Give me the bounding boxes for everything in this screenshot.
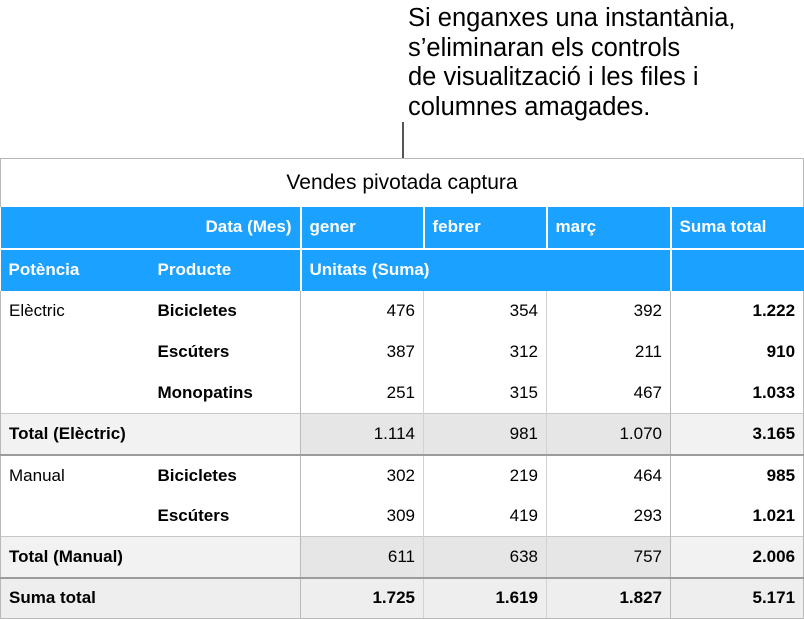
value-cell: 476 bbox=[300, 290, 424, 332]
grand-total-header[interactable]: Suma total bbox=[669, 206, 804, 249]
grand-total-value-cell: 1.619 bbox=[423, 577, 547, 619]
callout-text: Si enganxes una instantània, s’eliminara… bbox=[408, 4, 736, 122]
empty-cell bbox=[0, 372, 150, 414]
table-row: Escúters 309 419 293 1.021 bbox=[0, 495, 804, 537]
grand-total-row: Suma total 1.725 1.619 1.827 5.171 bbox=[0, 577, 804, 619]
row-total-cell: 1.021 bbox=[669, 495, 804, 537]
month-header-febrer[interactable]: febrer bbox=[422, 206, 547, 249]
value-cell: 387 bbox=[300, 331, 424, 373]
value-cell: 464 bbox=[546, 454, 671, 496]
header-empty-cell bbox=[669, 247, 804, 291]
subtotal-value-cell: 981 bbox=[423, 413, 547, 455]
group-label: Manual bbox=[0, 454, 150, 496]
subtotal-value-cell: 638 bbox=[423, 536, 547, 578]
empty-cell bbox=[0, 331, 150, 373]
column-field-label[interactable]: Data (Mes) bbox=[149, 206, 301, 249]
subtotal-total-cell: 3.165 bbox=[669, 413, 804, 455]
callout-line: columnes amagades. bbox=[408, 92, 651, 121]
value-cell: 312 bbox=[423, 331, 547, 373]
value-cell: 211 bbox=[546, 331, 671, 373]
product-label: Bicicletes bbox=[149, 454, 301, 496]
table-row: Monopatins 251 315 467 1.033 bbox=[0, 372, 804, 414]
row-field-potencia[interactable]: Potència bbox=[0, 247, 150, 291]
subtotal-value-cell: 1.070 bbox=[546, 413, 671, 455]
subtotal-value-cell: 757 bbox=[546, 536, 671, 578]
callout-line: de visualització i les files i bbox=[408, 63, 699, 91]
subtotal-value-cell: 1.114 bbox=[300, 413, 424, 455]
value-cell: 309 bbox=[300, 495, 424, 537]
row-total-cell: 1.033 bbox=[669, 372, 804, 414]
grand-total-total-cell: 5.171 bbox=[669, 577, 804, 619]
product-label: Escúters bbox=[149, 495, 301, 537]
value-cell: 467 bbox=[546, 372, 671, 414]
value-cell: 251 bbox=[300, 372, 424, 414]
product-label: Bicicletes bbox=[149, 290, 301, 332]
value-cell: 302 bbox=[300, 454, 424, 496]
subtotal-row: Total (Elèctric) 1.114 981 1.070 3.165 bbox=[0, 413, 804, 455]
subtotal-total-cell: 2.006 bbox=[669, 536, 804, 578]
header-empty-cell bbox=[0, 206, 150, 249]
table-row: Escúters 387 312 211 910 bbox=[0, 331, 804, 373]
month-header-gener[interactable]: gener bbox=[299, 206, 424, 249]
row-total-cell: 985 bbox=[669, 454, 804, 496]
callout-line: s’eliminaran els controls bbox=[408, 33, 681, 62]
subtotal-label: Total (Manual) bbox=[0, 536, 301, 578]
table-title: Vendes pivotada captura bbox=[0, 158, 804, 207]
pivot-table: Vendes pivotada captura Data (Mes) gener… bbox=[0, 158, 804, 619]
value-cell: 392 bbox=[546, 290, 671, 332]
callout-leader-line bbox=[402, 122, 404, 158]
grand-total-value-cell: 1.827 bbox=[546, 577, 671, 619]
value-field-label[interactable]: Unitats (Suma) bbox=[299, 247, 671, 291]
row-field-producte[interactable]: Producte bbox=[149, 247, 301, 291]
product-label: Monopatins bbox=[149, 372, 301, 414]
grand-total-label: Suma total bbox=[0, 577, 301, 619]
group-label: Elèctric bbox=[0, 290, 150, 332]
value-cell: 293 bbox=[546, 495, 671, 537]
subtotal-label: Total (Elèctric) bbox=[0, 413, 301, 455]
product-label: Escúters bbox=[149, 331, 301, 373]
value-cell: 219 bbox=[423, 454, 547, 496]
table-row: Manual Bicicletes 302 219 464 985 bbox=[0, 454, 804, 496]
subtotal-row: Total (Manual) 611 638 757 2.006 bbox=[0, 536, 804, 578]
grand-total-value-cell: 1.725 bbox=[300, 577, 424, 619]
value-cell: 419 bbox=[423, 495, 547, 537]
row-total-cell: 910 bbox=[669, 331, 804, 373]
month-header-marc[interactable]: març bbox=[545, 206, 671, 249]
value-cell: 354 bbox=[423, 290, 547, 332]
empty-cell bbox=[0, 495, 150, 537]
table-row: Elèctric Bicicletes 476 354 392 1.222 bbox=[0, 290, 804, 332]
callout-line: Si enganxes una instantània, bbox=[408, 4, 736, 32]
pivot-table-container: Vendes pivotada captura Data (Mes) gener… bbox=[0, 158, 804, 619]
row-total-cell: 1.222 bbox=[669, 290, 804, 332]
subtotal-value-cell: 611 bbox=[300, 536, 424, 578]
value-cell: 315 bbox=[423, 372, 547, 414]
